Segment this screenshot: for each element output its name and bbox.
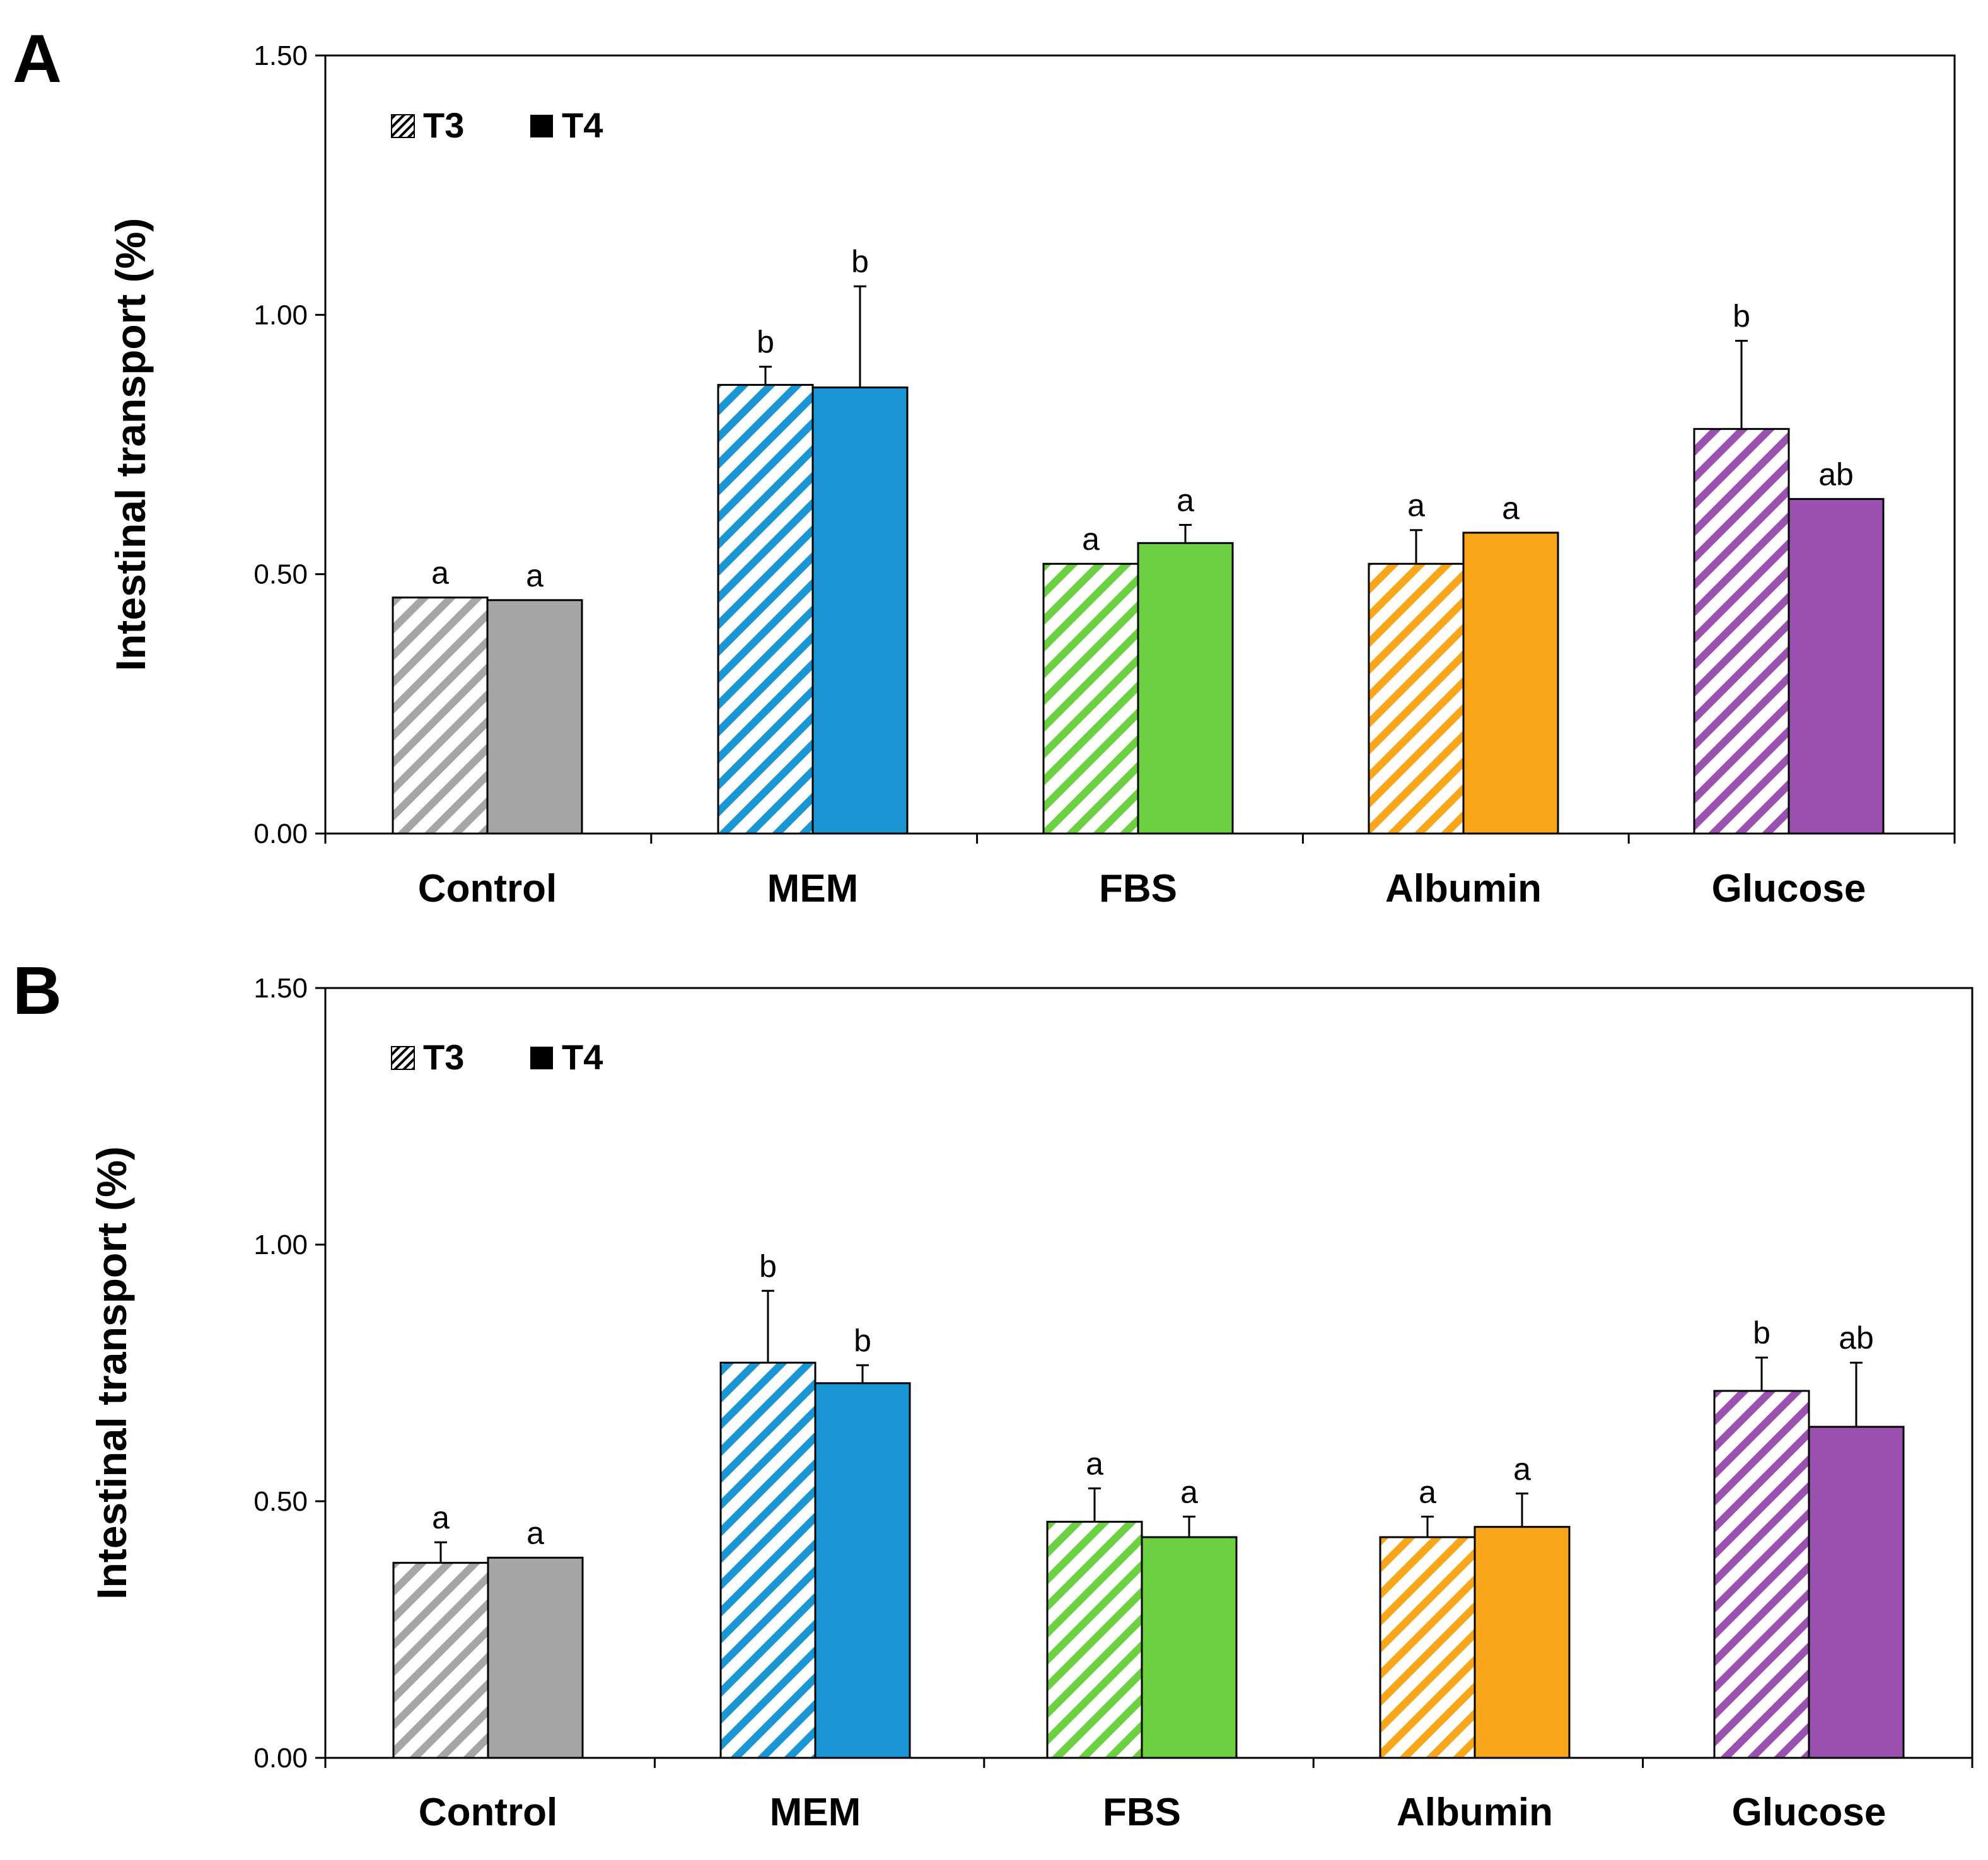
group-albumin: a a Albumin <box>1368 488 1559 910</box>
y-tick-label: 1.00 <box>253 299 308 330</box>
panel-a: A 0.00 0.50 1.00 1.50 Intestinal transport (%… <box>13 20 1956 910</box>
category-label-control: Control <box>419 1791 557 1834</box>
category-label-mem: MEM <box>770 1791 861 1834</box>
sig-label-glucose-t3: b <box>1733 298 1750 334</box>
bar-albumin-t3 <box>1379 1536 1476 1759</box>
legend-swatch-t3 <box>391 114 415 138</box>
legend-label-t4: T4 <box>562 1037 603 1077</box>
group-control: a a Control <box>392 555 583 910</box>
bar-fbs-t3 <box>1042 562 1139 835</box>
bar-glucose-t3 <box>1713 1390 1810 1759</box>
category-label-albumin: Albumin <box>1397 1791 1553 1834</box>
legend-swatch-t4 <box>530 115 553 137</box>
sig-label-albumin-t4: a <box>1502 491 1520 526</box>
bar-fbs-t3 <box>1046 1521 1143 1759</box>
sig-label-fbs-t4: a <box>1180 1474 1198 1509</box>
bar-albumin-t3 <box>1368 562 1465 835</box>
sig-label-glucose-t3: b <box>1753 1315 1770 1351</box>
y-tick-label: 1.50 <box>253 973 308 1004</box>
sig-label-glucose-t4: ab <box>1839 1320 1874 1356</box>
y-tick-label: 1.50 <box>253 40 308 71</box>
sig-label-mem-t3: b <box>759 1248 777 1284</box>
sig-label-control-t4: a <box>526 558 544 593</box>
bar-glucose-t4 <box>1787 497 1885 835</box>
sig-label-fbs-t3: a <box>1086 1446 1103 1482</box>
sig-label-control-t3: a <box>431 555 449 591</box>
sig-label-albumin-t3: a <box>1407 488 1425 523</box>
legend-label-t3: T3 <box>423 1037 464 1077</box>
group-fbs: a a FBS <box>1046 1446 1238 1834</box>
category-label-albumin: Albumin <box>1385 867 1542 910</box>
bar-albumin-t4 <box>1462 532 1559 835</box>
bar-control-t3 <box>392 1562 489 1759</box>
sig-label-albumin-t4: a <box>1513 1451 1531 1487</box>
y-tick-label: 0.00 <box>253 818 308 849</box>
y-axis-label: Intestinal transport (%) <box>88 1146 135 1600</box>
legend-swatch-t4 <box>530 1047 553 1069</box>
bar-control-t3 <box>392 596 489 835</box>
y-tick-label: 0.50 <box>253 1486 308 1517</box>
category-label-control: Control <box>418 867 557 910</box>
bar-control-t4 <box>486 599 583 835</box>
category-label-glucose: Glucose <box>1712 867 1866 910</box>
legend: T3 T4 <box>391 1037 603 1077</box>
sig-label-control-t4: a <box>526 1516 544 1551</box>
sig-label-fbs-t3: a <box>1082 521 1100 557</box>
sig-label-glucose-t4: ab <box>1818 456 1854 492</box>
y-tick-label: 1.00 <box>253 1229 308 1260</box>
group-glucose: b ab Glucose <box>1713 1315 1905 1834</box>
group-albumin: a a Albumin <box>1379 1451 1571 1834</box>
bar-fbs-t4 <box>1141 1536 1238 1759</box>
panel-letter: B <box>13 952 62 1028</box>
sig-label-fbs-t4: a <box>1177 483 1194 518</box>
bar-fbs-t4 <box>1137 542 1234 835</box>
bar-mem-t4 <box>814 1382 911 1759</box>
category-label-mem: MEM <box>767 867 859 910</box>
bar-albumin-t4 <box>1474 1526 1571 1759</box>
group-fbs: a a FBS <box>1042 483 1234 910</box>
bar-control-t4 <box>487 1557 584 1759</box>
category-label-glucose: Glucose <box>1732 1791 1886 1834</box>
bar-mem-t4 <box>811 387 909 835</box>
category-label-fbs: FBS <box>1099 867 1177 910</box>
sig-label-mem-t3: b <box>757 325 774 360</box>
sig-label-mem-t4: b <box>851 244 869 279</box>
y-tick-label: 0.50 <box>253 559 308 590</box>
legend-label-t3: T3 <box>423 105 464 145</box>
group-mem: b b MEM <box>719 1248 911 1834</box>
legend: T3 T4 <box>391 105 603 145</box>
category-label-fbs: FBS <box>1103 1791 1181 1834</box>
sig-label-albumin-t3: a <box>1419 1474 1436 1509</box>
group-mem: b b MEM <box>717 244 909 910</box>
legend-swatch-t3 <box>391 1046 415 1070</box>
bar-glucose-t3 <box>1693 427 1790 835</box>
sig-label-mem-t4: b <box>854 1323 871 1358</box>
group-control: a a Control <box>392 1500 584 1834</box>
group-glucose: b ab Glucose <box>1693 298 1885 910</box>
bar-mem-t3 <box>717 383 814 835</box>
y-tick-label: 0.00 <box>253 1743 308 1774</box>
legend-label-t4: T4 <box>562 105 603 145</box>
panel-b: B 0.00 0.50 1.00 1.50 Intestinal transport (%… <box>13 952 1973 1834</box>
sig-label-control-t3: a <box>432 1500 450 1535</box>
panel-letter: A <box>13 20 62 96</box>
bar-glucose-t4 <box>1808 1426 1905 1759</box>
bar-mem-t3 <box>719 1361 817 1759</box>
y-axis-label: Intestinal transport (%) <box>107 218 154 671</box>
